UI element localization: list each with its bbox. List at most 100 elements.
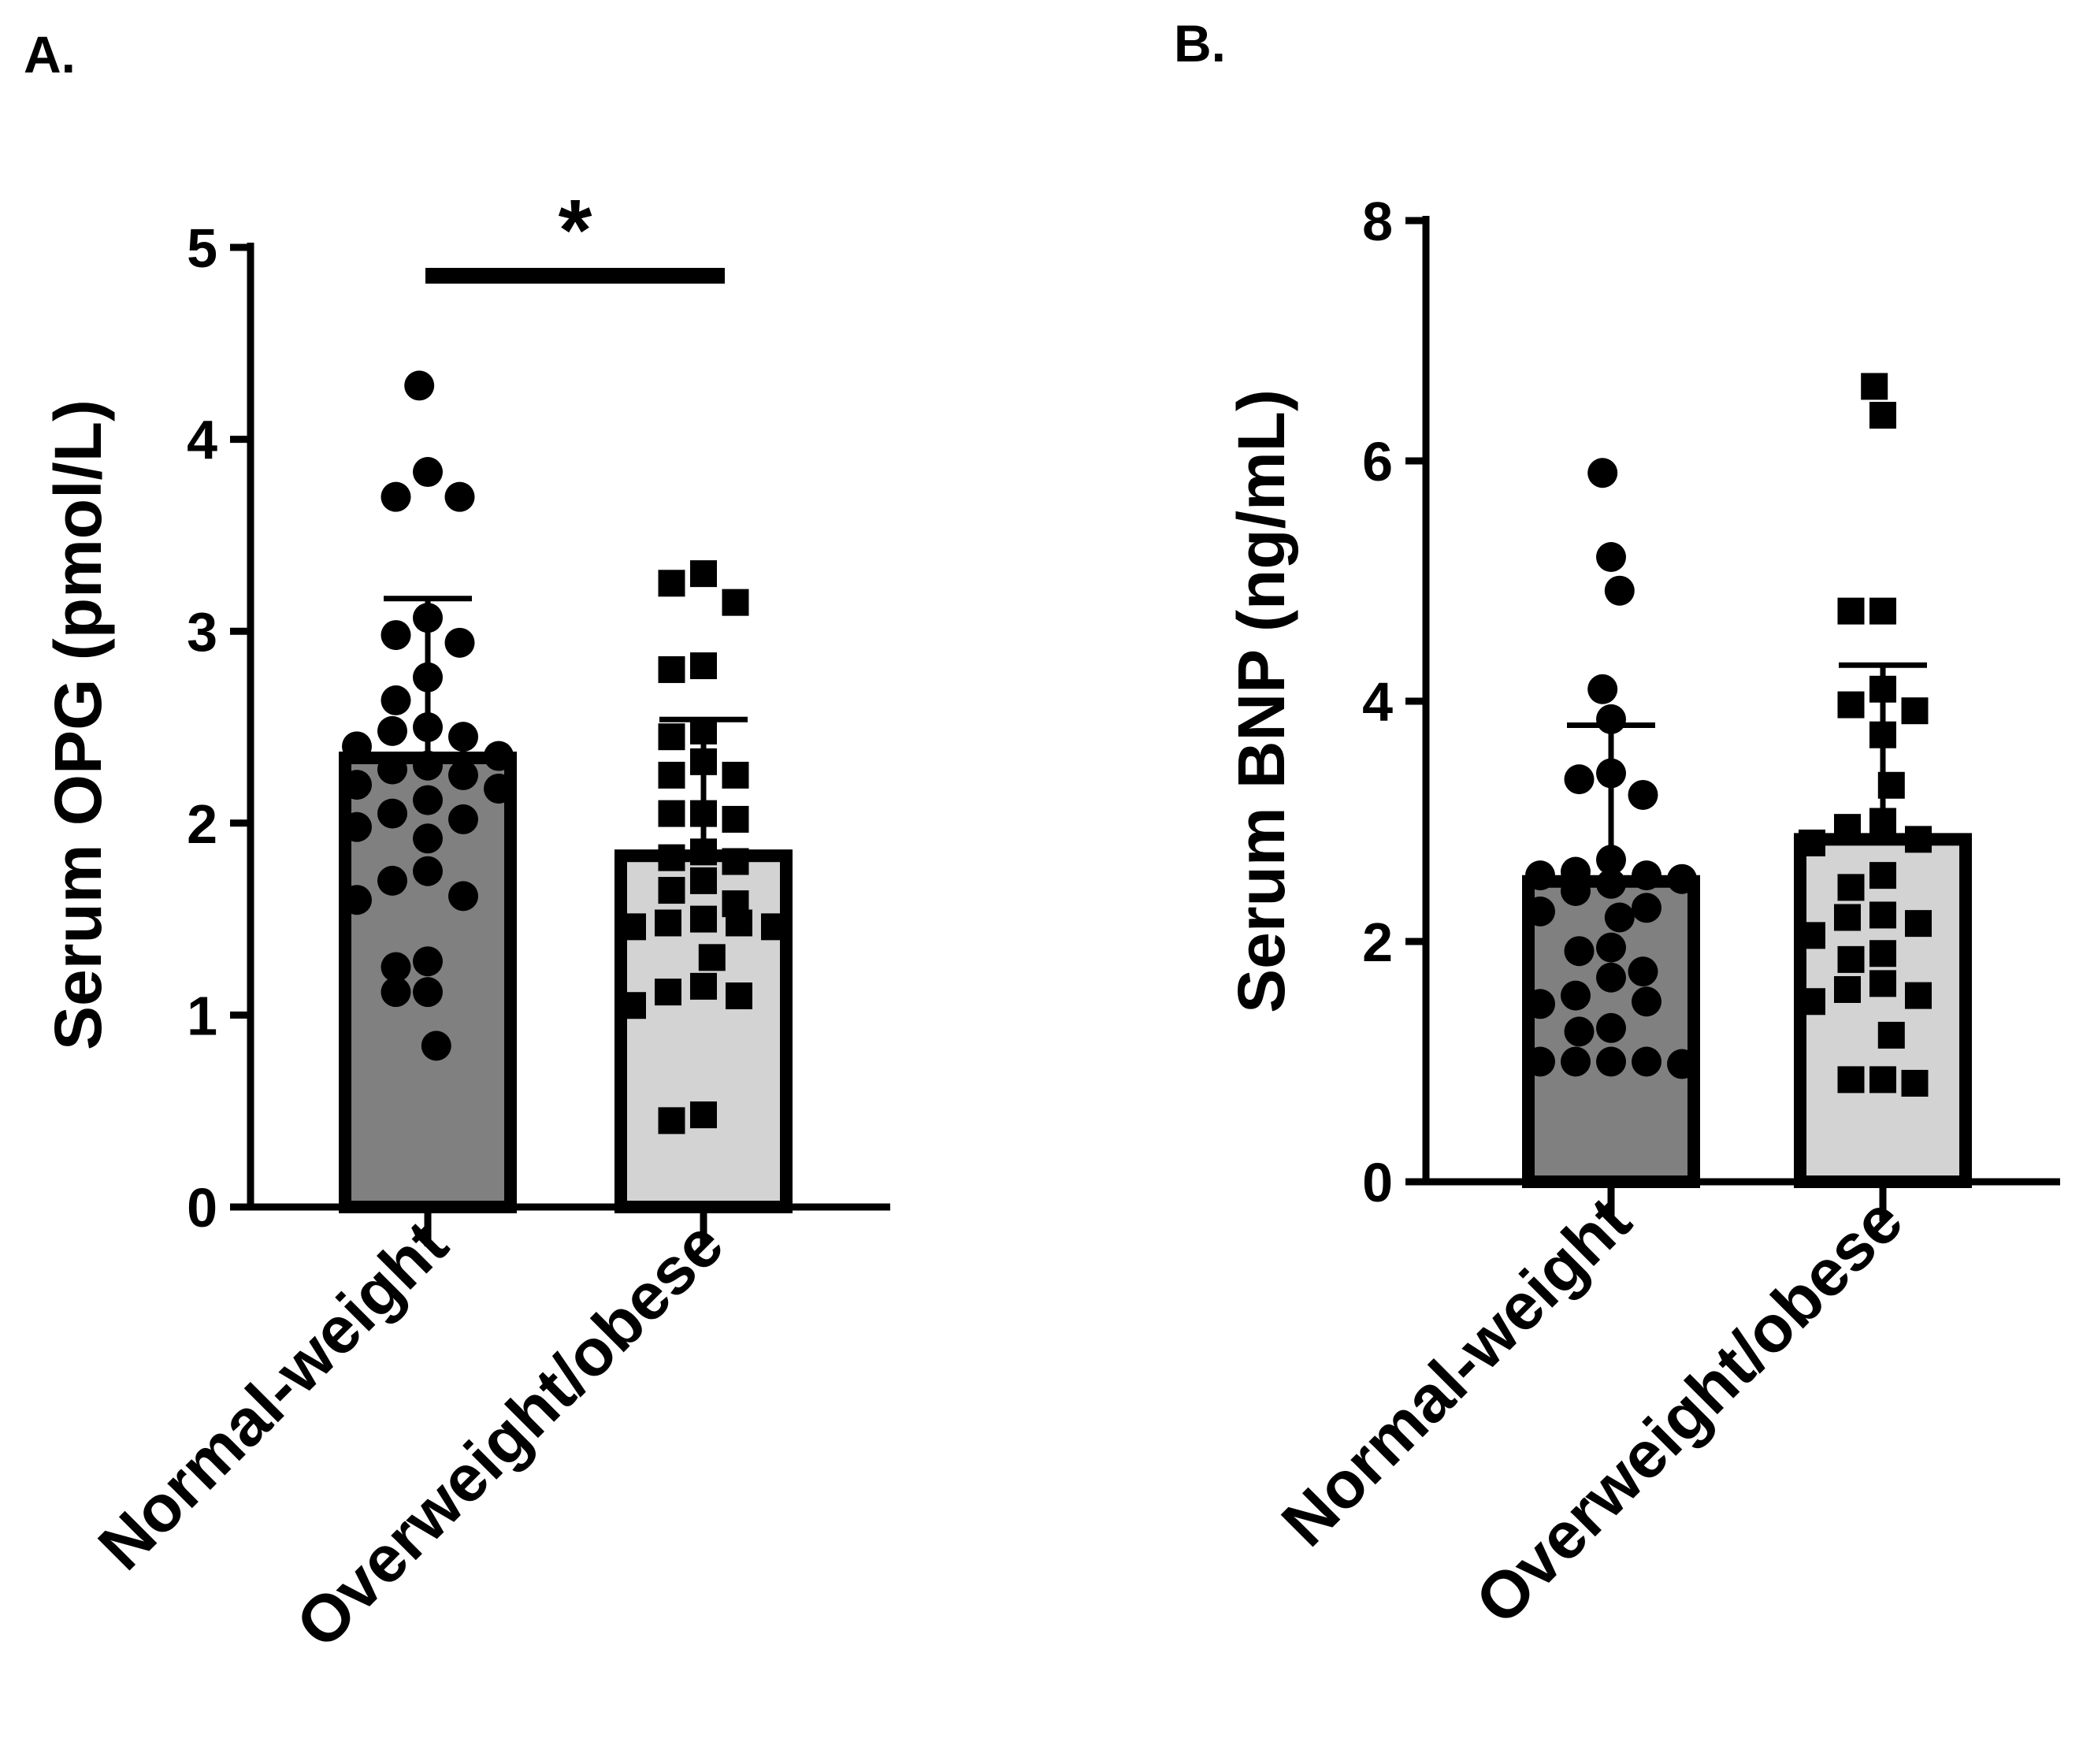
data-point: [1596, 868, 1626, 899]
data-point: [722, 761, 749, 789]
data-point: [1869, 970, 1896, 997]
data-point: [1628, 956, 1658, 987]
data-point: [1869, 862, 1896, 889]
data-point: [1525, 896, 1555, 927]
panel-a-label: A.: [24, 25, 76, 84]
data-point: [690, 560, 717, 588]
data-point: [722, 589, 749, 616]
data-point: [690, 905, 717, 933]
panel-b-points: [1525, 373, 1932, 1097]
y-tick-label: 4: [187, 410, 217, 471]
data-point: [658, 655, 685, 683]
data-point: [726, 909, 752, 937]
y-tick-label: 0: [1362, 1152, 1393, 1213]
data-point: [1901, 697, 1929, 725]
data-point: [413, 946, 443, 977]
data-point: [1905, 910, 1932, 938]
y-tick-label: 8: [1362, 191, 1393, 252]
data-point: [1901, 1069, 1929, 1097]
data-point: [1837, 597, 1865, 625]
data-point: [1564, 764, 1595, 795]
data-point: [1561, 980, 1591, 1011]
panel-a-y-ticks: 0 1 2 3 4 5: [187, 217, 251, 1239]
data-point: [484, 741, 514, 771]
data-point: [381, 685, 411, 715]
data-point: [377, 798, 407, 829]
y-tick-label: 2: [187, 793, 217, 855]
data-point: [1834, 904, 1861, 931]
data-point: [655, 979, 681, 1006]
data-point: [413, 457, 443, 488]
data-point: [726, 982, 752, 1010]
data-point: [413, 977, 443, 1008]
data-point: [1628, 779, 1658, 810]
y-tick-label: 1: [187, 985, 217, 1046]
data-point: [658, 1107, 685, 1135]
data-point: [690, 1101, 717, 1129]
data-point: [413, 785, 443, 815]
data-point: [377, 715, 407, 746]
data-point: [1525, 1046, 1555, 1077]
data-point: [1837, 1066, 1865, 1094]
data-point: [1596, 1046, 1626, 1077]
data-point: [448, 759, 478, 790]
data-point: [722, 848, 749, 875]
data-point: [1564, 1016, 1595, 1047]
data-point: [658, 723, 685, 751]
data-point: [1837, 874, 1865, 901]
data-point: [1837, 691, 1865, 719]
data-point: [342, 770, 372, 800]
data-point: [690, 652, 717, 680]
data-point: [655, 909, 681, 937]
data-point: [722, 805, 749, 833]
data-point: [1869, 1066, 1896, 1094]
data-point: [1834, 814, 1861, 841]
data-point: [658, 761, 685, 789]
panel-a-error-bars: [384, 596, 748, 856]
data-point: [1632, 893, 1661, 923]
data-point: [1667, 863, 1697, 894]
data-point: [413, 750, 443, 781]
panel-a-points: [342, 370, 788, 1135]
data-point: [619, 992, 646, 1019]
panel-a-significance-star: *: [559, 182, 592, 279]
data-point: [1905, 982, 1932, 1009]
data-point: [619, 913, 646, 941]
data-point: [444, 627, 475, 658]
y-tick-label: 2: [1362, 912, 1393, 973]
data-point: [1596, 1012, 1626, 1043]
data-point: [1596, 542, 1626, 572]
data-point: [421, 1031, 451, 1061]
data-point: [1561, 875, 1591, 906]
data-point: [342, 731, 372, 762]
data-point: [1587, 674, 1618, 704]
data-point: [658, 800, 685, 827]
data-point: [448, 722, 478, 752]
y-tick-label: 6: [1362, 431, 1393, 492]
data-point: [1869, 940, 1896, 967]
y-tick-label: 0: [187, 1177, 217, 1239]
data-point: [1877, 1021, 1905, 1049]
data-point: [1869, 597, 1896, 625]
data-point: [1799, 922, 1825, 949]
data-point: [448, 881, 478, 912]
data-point: [1604, 902, 1635, 933]
data-point: [1632, 1046, 1661, 1077]
data-point: [658, 570, 685, 597]
data-point: [658, 877, 685, 904]
y-tick-label: 3: [187, 601, 217, 663]
data-point: [413, 823, 443, 854]
data-point: [448, 804, 478, 834]
panel-a-y-axis-title: Serum OPG (pmol/L): [41, 399, 115, 1050]
data-point: [342, 811, 372, 842]
panel-b-y-axis-title: Serum BNP (ng/mL): [1224, 389, 1298, 1013]
data-point: [413, 856, 443, 886]
data-point: [444, 481, 475, 512]
data-point: [1587, 458, 1618, 488]
data-point: [1632, 860, 1661, 891]
data-point: [1667, 1049, 1697, 1079]
data-point: [1604, 575, 1635, 606]
panel-b-error-bars: [1567, 662, 1927, 882]
